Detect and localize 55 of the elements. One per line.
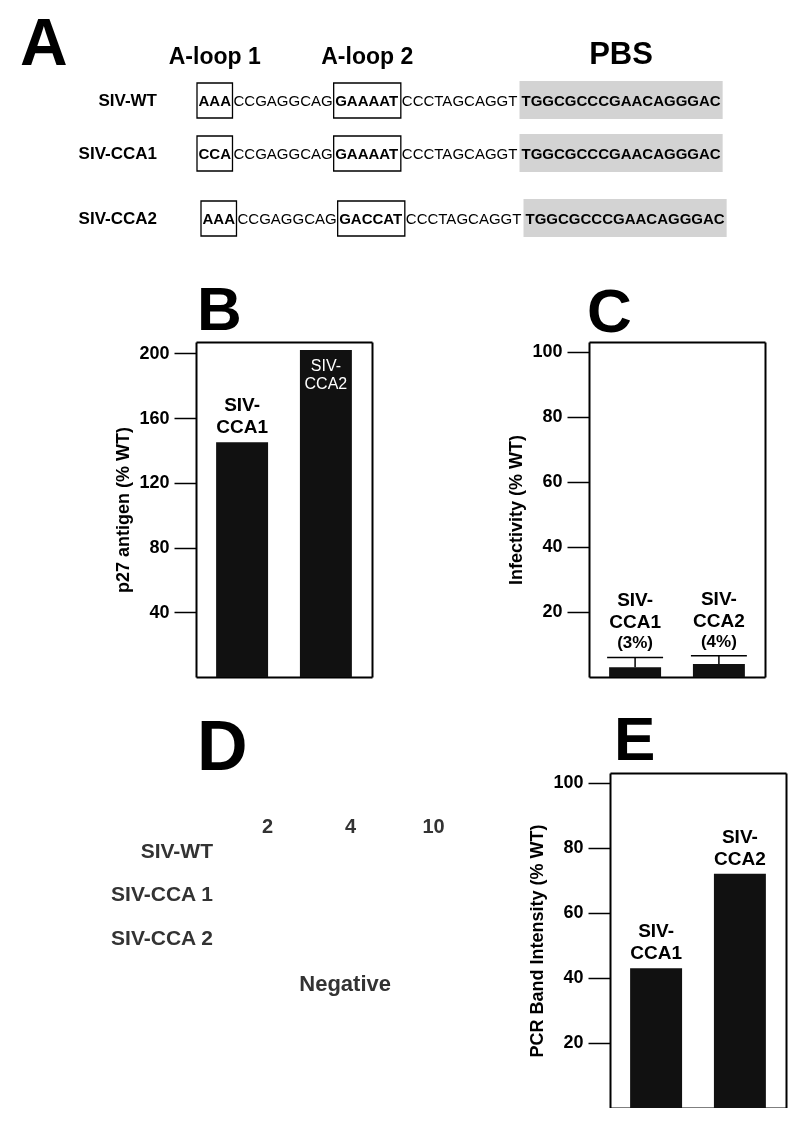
y-tick-label: 160 <box>139 407 170 428</box>
text: A-loop 2 <box>321 43 414 69</box>
y-tick-label: 60 <box>542 471 563 492</box>
text: A <box>20 5 68 79</box>
text: CCCTAGCAGGT <box>401 144 518 162</box>
text: 4 <box>344 815 357 837</box>
data-label: (3%) <box>617 633 654 653</box>
y-tick-label: 80 <box>542 406 563 427</box>
category-label: SIV-CCA1 <box>609 589 661 633</box>
text: SIV-WT <box>140 838 214 862</box>
text: 2 <box>261 815 274 837</box>
text: CCGAGGCAG <box>233 91 333 109</box>
data-label: (4%) <box>700 631 737 651</box>
text: 10 <box>422 815 445 837</box>
y-tick-label: 20 <box>563 1032 584 1053</box>
category-label: SIV-CCA2 <box>693 587 745 631</box>
text: SIV-CCA 2 <box>111 925 213 949</box>
text: TGGCGCCCGAACAGGGAC <box>525 209 725 227</box>
y-tick-label: 200 <box>139 342 170 363</box>
text: CCCTAGCAGGT <box>405 209 522 227</box>
text: GAAAAT <box>335 91 399 109</box>
y-tick-label: 120 <box>139 472 170 493</box>
y-tick-label: 100 <box>532 341 563 362</box>
text: GAAAAT <box>335 144 399 162</box>
y-axis-title: PCR Band Intensity (% WT) <box>527 824 548 1058</box>
chart-title: E <box>614 704 656 773</box>
text: CCGAGGCAG <box>233 144 333 162</box>
text: SIV-WT <box>98 91 158 110</box>
y-tick-label: 40 <box>542 536 563 557</box>
text: A-loop 1 <box>168 43 261 69</box>
text: TGGCGCCCGAACAGGGAC <box>521 144 721 162</box>
y-tick-label: 40 <box>563 967 584 988</box>
text: Negative <box>299 971 391 996</box>
y-tick-label: 20 <box>542 601 563 622</box>
text: SIV-CCA 1 <box>111 882 214 905</box>
text: CCGAGGCAG <box>237 209 337 227</box>
y-tick-label: 80 <box>563 837 584 858</box>
y-axis-title: p27 antigen (% WT) <box>113 427 134 593</box>
y-tick-label: 40 <box>149 601 170 622</box>
y-tick-label: 100 <box>553 772 584 793</box>
chart-title: B <box>197 274 242 343</box>
text: AAA <box>202 209 236 227</box>
text: CCCTAGCAGGT <box>401 91 518 109</box>
text: SIV-CCA1 <box>78 144 157 163</box>
text: SIV-CCA2 <box>78 209 157 228</box>
text: PBS <box>589 36 653 71</box>
chart-title: C <box>587 276 632 345</box>
y-tick-label: 80 <box>149 537 170 558</box>
text: D <box>197 707 248 785</box>
y-axis-title: Infectivity (% WT) <box>506 434 527 586</box>
text: TGGCGCCCGAACAGGGAC <box>521 91 721 109</box>
text: AAA <box>198 91 232 109</box>
y-tick-label: 60 <box>563 902 584 923</box>
text: GACCAT <box>339 209 403 227</box>
text: CCA <box>198 144 232 162</box>
